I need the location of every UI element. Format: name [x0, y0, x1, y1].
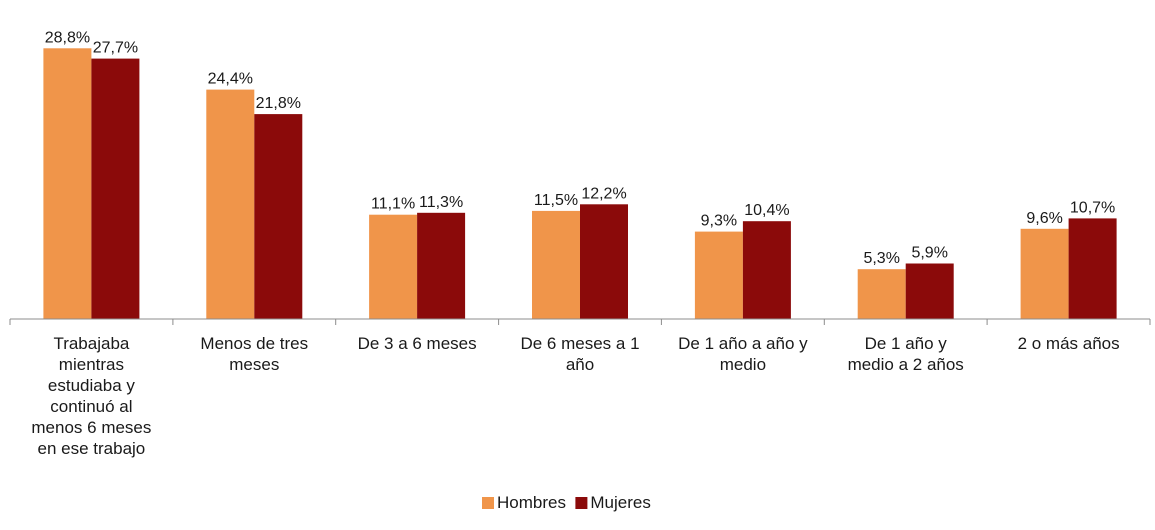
- bar-hombres-1: [43, 48, 92, 320]
- bar-hombres-5: [694, 231, 743, 319]
- category-labels-layer: Trabajaba mientras estudiaba y continuó al m…: [31, 334, 1119, 458]
- value-label-hombres-6: 5,3%: [863, 250, 899, 267]
- value-label-hombres-1: 28,8%: [45, 29, 90, 46]
- value-labels-layer: 28,8%27,7% 24,4%21,8% 11,1% 11,3% 11,5% 12,2%…: [45, 29, 1116, 267]
- value-label-hombres-5: 9,3%: [701, 213, 737, 230]
- value-label-mujeres-4: 12,2%: [581, 185, 626, 202]
- legend-label-mujeres: Mujeres: [590, 493, 650, 512]
- category-label-1: Trabajaba mientras estudiaba y continuó al m…: [31, 334, 151, 458]
- legend: Hombres Mujeres: [482, 493, 651, 512]
- value-label-mujeres-2: 21,8%: [256, 95, 301, 112]
- bar-mujeres-3: [417, 212, 466, 319]
- bar-mujeres-1: [91, 58, 140, 319]
- category-label-2: Menos de tres meses: [200, 334, 308, 374]
- bar-hombres-7: [1020, 228, 1069, 319]
- bars-layer: [43, 48, 1117, 320]
- x-axis: [9, 318, 1151, 325]
- value-label-mujeres-7: 10,7%: [1070, 199, 1115, 216]
- value-label-hombres-7: 9,6%: [1026, 210, 1062, 227]
- category-label-5: De 1 año a año y medio: [678, 334, 808, 374]
- legend-swatch-mujeres: [575, 497, 588, 509]
- bar-mujeres-2: [254, 114, 303, 319]
- value-label-hombres-2: 24,4%: [208, 71, 253, 88]
- category-label-3: De 3 a 6 meses: [358, 334, 477, 353]
- bar-mujeres-4: [580, 204, 628, 319]
- bar-hombres-2: [206, 89, 255, 319]
- bar-mujeres-6: [905, 263, 954, 319]
- value-label-hombres-4: 11,5%: [534, 192, 578, 209]
- bar-hombres-6: [857, 269, 906, 319]
- category-label-6: De 1 año y medio a 2 años: [848, 334, 964, 374]
- bar-mujeres-5: [742, 221, 791, 319]
- legend-label-hombres: Hombres: [497, 493, 566, 512]
- legend-swatch-hombres: [482, 497, 494, 509]
- value-label-mujeres-3: 11,3%: [419, 194, 463, 211]
- value-label-hombres-3: 11,1%: [371, 196, 415, 213]
- category-label-4: De 6 meses a 1 año: [520, 334, 639, 374]
- value-label-mujeres-6: 5,9%: [911, 245, 947, 262]
- category-label-7: 2 o más años: [1018, 334, 1120, 353]
- bar-hombres-4: [532, 210, 580, 319]
- value-label-mujeres-1: 27,7%: [93, 40, 138, 57]
- bar-mujeres-7: [1068, 218, 1117, 319]
- value-label-mujeres-5: 10,4%: [744, 202, 789, 219]
- bar-hombres-3: [369, 214, 418, 319]
